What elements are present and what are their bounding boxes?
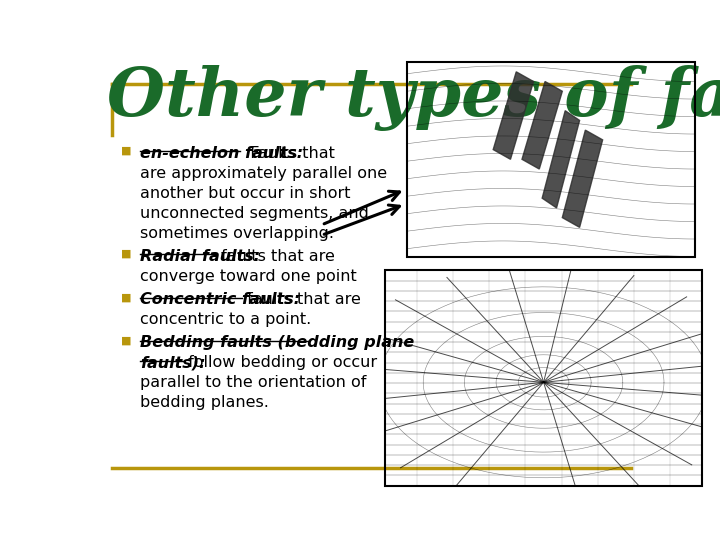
Text: faults that are: faults that are bbox=[243, 292, 361, 307]
Text: Concentric faults:: Concentric faults: bbox=[140, 292, 300, 307]
Text: Bedding faults (bedding plane: Bedding faults (bedding plane bbox=[140, 335, 415, 350]
Text: another but occur in short: another but occur in short bbox=[140, 186, 351, 201]
Text: bedding planes.: bedding planes. bbox=[140, 395, 269, 410]
Text: ■: ■ bbox=[121, 335, 131, 346]
Text: follow bedding or occur: follow bedding or occur bbox=[183, 355, 377, 370]
Polygon shape bbox=[542, 111, 580, 208]
Text: en-echelon faults:: en-echelon faults: bbox=[140, 146, 303, 161]
Text: ■: ■ bbox=[121, 292, 131, 302]
Text: sometimes overlapping.: sometimes overlapping. bbox=[140, 226, 334, 241]
Text: converge toward one point: converge toward one point bbox=[140, 269, 357, 284]
Text: faults that are: faults that are bbox=[215, 249, 334, 264]
Text: concentric to a point.: concentric to a point. bbox=[140, 312, 312, 327]
Text: Radial faults:: Radial faults: bbox=[140, 249, 261, 264]
Text: ■: ■ bbox=[121, 146, 131, 156]
Text: parallel to the orientation of: parallel to the orientation of bbox=[140, 375, 366, 390]
Polygon shape bbox=[493, 72, 534, 159]
Text: ■: ■ bbox=[121, 249, 131, 259]
Polygon shape bbox=[562, 130, 603, 227]
Text: Faults that: Faults that bbox=[240, 146, 334, 161]
Text: are approximately parallel one: are approximately parallel one bbox=[140, 166, 387, 181]
Text: unconnected segments, and: unconnected segments, and bbox=[140, 206, 369, 221]
Polygon shape bbox=[522, 82, 562, 169]
Text: Other types of fault: Other types of fault bbox=[107, 65, 720, 131]
Text: faults):: faults): bbox=[140, 355, 206, 370]
